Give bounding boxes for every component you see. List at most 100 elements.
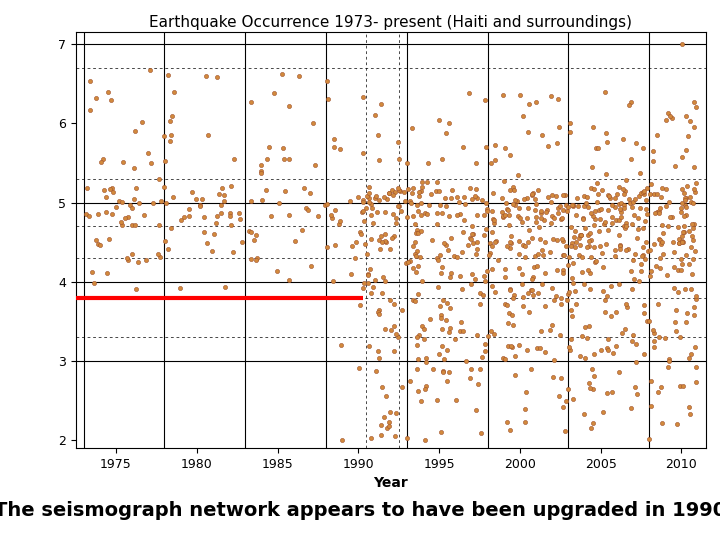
Point — [577, 253, 588, 261]
Point — [271, 266, 282, 275]
Point — [277, 144, 289, 152]
Point — [600, 292, 612, 300]
Point — [527, 273, 539, 281]
Point — [516, 218, 528, 227]
Point — [369, 276, 380, 285]
Point — [351, 237, 362, 246]
Point — [198, 213, 210, 221]
Point — [379, 276, 390, 285]
Point — [212, 211, 223, 220]
Point — [541, 206, 553, 215]
Point — [513, 341, 525, 350]
Point — [94, 241, 106, 249]
Point — [366, 204, 377, 212]
Point — [521, 193, 533, 202]
Point — [559, 191, 571, 199]
Point — [523, 238, 534, 246]
Point — [379, 413, 390, 422]
Point — [115, 218, 127, 227]
Point — [642, 316, 653, 325]
Point — [585, 209, 597, 218]
Point — [649, 329, 660, 338]
Point — [382, 195, 393, 204]
Point — [375, 421, 387, 429]
Point — [245, 98, 256, 106]
Point — [228, 155, 240, 164]
Point — [514, 213, 526, 222]
Point — [219, 197, 230, 205]
Point — [584, 229, 595, 238]
Point — [598, 262, 609, 271]
Point — [498, 212, 509, 220]
Point — [546, 191, 557, 200]
Point — [683, 259, 694, 268]
Point — [526, 234, 538, 242]
Point — [504, 186, 516, 194]
Point — [410, 220, 421, 228]
Point — [504, 243, 516, 252]
Point — [613, 245, 625, 253]
Point — [677, 227, 688, 236]
Point — [520, 242, 531, 251]
Point — [444, 324, 455, 333]
Point — [562, 385, 573, 394]
Point — [657, 184, 668, 193]
Point — [690, 247, 701, 256]
Point — [408, 241, 419, 250]
Point — [517, 111, 528, 120]
Point — [389, 188, 400, 197]
Point — [389, 321, 400, 330]
Point — [636, 260, 647, 268]
Point — [629, 250, 640, 259]
Point — [531, 262, 542, 271]
Point — [496, 207, 508, 216]
Point — [91, 94, 102, 103]
Point — [269, 89, 280, 97]
Point — [469, 275, 480, 284]
Point — [595, 205, 607, 213]
Point — [107, 184, 118, 192]
Point — [369, 111, 381, 120]
Point — [475, 428, 487, 437]
Point — [581, 333, 593, 342]
Point — [144, 66, 156, 75]
Point — [365, 265, 377, 273]
Point — [622, 245, 634, 254]
Point — [357, 195, 369, 204]
Point — [413, 387, 424, 395]
Point — [128, 164, 140, 173]
Point — [648, 336, 660, 345]
Point — [690, 295, 702, 303]
Point — [122, 255, 134, 264]
Point — [531, 218, 542, 226]
Point — [472, 238, 483, 247]
Point — [376, 289, 387, 298]
Point — [649, 209, 661, 218]
Point — [519, 253, 531, 261]
Point — [464, 234, 476, 242]
Point — [265, 212, 276, 220]
Point — [379, 208, 390, 217]
Point — [557, 402, 569, 411]
Point — [576, 231, 588, 240]
Point — [436, 155, 448, 164]
Point — [670, 161, 681, 170]
Point — [690, 103, 701, 111]
Point — [256, 167, 267, 176]
Point — [563, 287, 575, 296]
Point — [647, 326, 659, 335]
Point — [619, 325, 631, 334]
Point — [374, 353, 385, 362]
Point — [434, 251, 446, 259]
Point — [504, 238, 516, 246]
Point — [652, 300, 663, 308]
Point — [116, 221, 127, 230]
Point — [374, 156, 385, 164]
Point — [433, 255, 444, 264]
Point — [588, 372, 600, 381]
Point — [565, 242, 577, 251]
Point — [539, 238, 550, 246]
Point — [107, 210, 118, 218]
Point — [359, 240, 371, 249]
Point — [616, 199, 627, 208]
